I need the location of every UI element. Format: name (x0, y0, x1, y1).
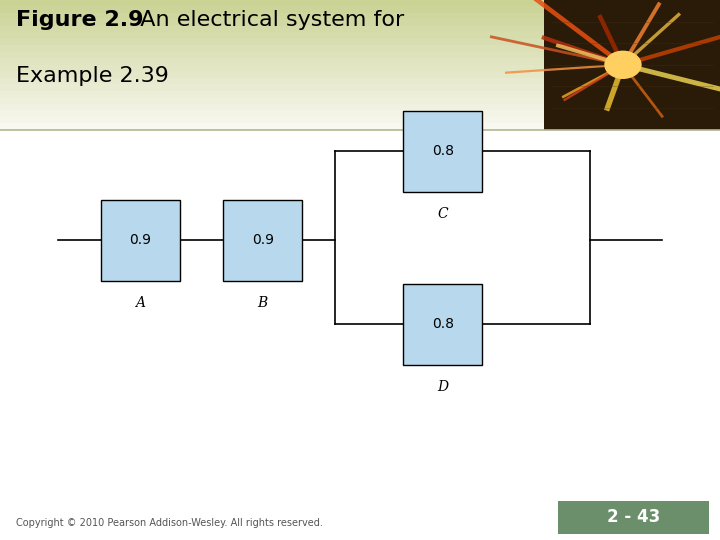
Bar (101, 200, 180, 281)
Bar (0, 52, 544, 58)
Bar (0, 71, 544, 78)
Bar (403, 111, 482, 192)
Text: D: D (437, 380, 449, 394)
Text: 2 - 43: 2 - 43 (607, 508, 660, 526)
Bar (0, 84, 544, 91)
Bar (0, 110, 544, 117)
Text: An electrical system for: An electrical system for (126, 10, 404, 30)
Text: Example 2.39: Example 2.39 (16, 66, 168, 86)
Text: Copyright © 2010 Pearson Addison-Wesley. All rights reserved.: Copyright © 2010 Pearson Addison-Wesley.… (16, 518, 323, 528)
Bar (403, 284, 482, 364)
Bar (544, 0, 720, 130)
Bar (0, 123, 544, 130)
Bar (0, 58, 544, 65)
Bar (0, 13, 544, 19)
Bar (223, 200, 302, 281)
Bar (558, 501, 709, 534)
Text: B: B (258, 296, 268, 310)
Text: Figure 2.9: Figure 2.9 (16, 10, 143, 30)
Bar (0, 39, 544, 45)
Bar (0, 78, 544, 84)
Bar (0, 0, 544, 130)
Text: 0.8: 0.8 (432, 144, 454, 158)
Bar (0, 26, 544, 32)
Bar (0, 0, 544, 6)
Text: 0.9: 0.9 (252, 233, 274, 247)
Bar (0, 104, 544, 110)
Text: 0.8: 0.8 (432, 317, 454, 331)
Bar (0, 65, 544, 71)
Bar (0, 45, 544, 52)
Text: C: C (438, 207, 448, 221)
Bar (0, 32, 544, 39)
Text: A: A (135, 296, 145, 310)
Bar (0, 97, 544, 104)
Text: 0.9: 0.9 (130, 233, 151, 247)
Bar (0, 117, 544, 123)
Bar (0, 91, 544, 97)
Bar (0, 6, 544, 13)
Bar (0, 19, 544, 26)
Circle shape (605, 51, 641, 78)
